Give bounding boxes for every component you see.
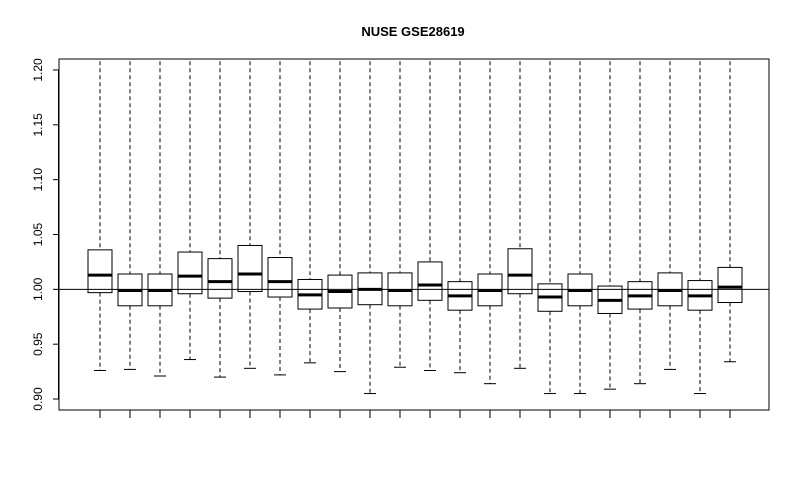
y-tick-label: 1.15 xyxy=(31,113,45,137)
y-tick-label: 1.00 xyxy=(31,277,45,301)
plot-frame xyxy=(58,58,770,411)
box-17 xyxy=(567,61,593,395)
box-3 xyxy=(147,61,173,377)
box-body xyxy=(267,257,293,298)
box-22 xyxy=(717,61,743,363)
box-body xyxy=(507,248,533,295)
boxes-group xyxy=(87,61,743,395)
y-axis: 0.90 0.95 1.00 1.05 1.10 1.15 1.20 xyxy=(31,58,59,411)
box-9 xyxy=(327,61,353,373)
box-body xyxy=(717,266,743,304)
box-13 xyxy=(447,61,473,374)
box-1 xyxy=(87,61,113,372)
y-tick-label: 0.95 xyxy=(31,332,45,356)
box-15 xyxy=(507,61,533,369)
box-18 xyxy=(597,61,623,390)
y-tick-label: 1.05 xyxy=(31,222,45,246)
y-tick-label: 1.20 xyxy=(31,58,45,82)
x-axis xyxy=(99,410,731,418)
box-5 xyxy=(207,61,233,378)
box-8 xyxy=(297,61,323,364)
box-16 xyxy=(537,61,563,395)
box-21 xyxy=(687,61,713,395)
y-tick-label: 1.10 xyxy=(31,168,45,192)
box-body xyxy=(237,244,263,293)
box-7 xyxy=(267,61,293,376)
box-4 xyxy=(177,61,203,361)
box-body xyxy=(207,258,233,299)
box-19 xyxy=(627,61,653,385)
chart-title: NUSE GSE28619 xyxy=(361,24,464,39)
box-6 xyxy=(237,61,263,369)
box-body xyxy=(417,261,443,301)
y-tick-label: 0.90 xyxy=(31,387,45,411)
box-11 xyxy=(387,61,413,368)
box-body xyxy=(177,251,203,295)
box-10 xyxy=(357,61,383,395)
box-12 xyxy=(417,61,443,372)
box-14 xyxy=(477,61,503,385)
box-body xyxy=(87,249,113,294)
box-2 xyxy=(117,61,143,370)
box-20 xyxy=(657,61,683,370)
